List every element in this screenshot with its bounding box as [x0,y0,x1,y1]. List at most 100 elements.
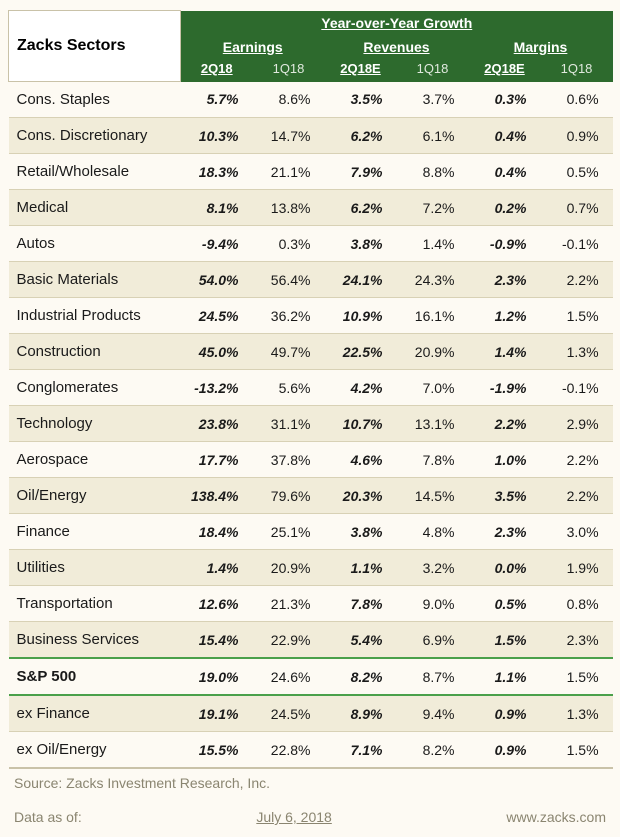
cell-value: 8.8% [397,154,469,190]
cell-value: 0.5% [541,154,613,190]
table-row: Utilities1.4%20.9%1.1%3.2%0.0%1.9% [9,550,613,586]
cell-value: 10.9% [325,298,397,334]
cell-value: 19.1% [181,695,253,732]
cell-value: 1.3% [541,695,613,732]
row-name: Industrial Products [9,298,181,334]
row-name: Cons. Staples [9,82,181,118]
cell-value: 0.4% [469,118,541,154]
cell-value: 0.6% [541,82,613,118]
row-name: Retail/Wholesale [9,154,181,190]
row-name: Finance [9,514,181,550]
cell-value: 14.7% [253,118,325,154]
table-row: Finance18.4%25.1%3.8%4.8%2.3%3.0% [9,514,613,550]
col-subheader: 2Q18 [181,59,253,82]
cell-value: 0.7% [541,190,613,226]
cell-value: 0.9% [469,695,541,732]
cell-value: 3.8% [325,514,397,550]
row-name: Medical [9,190,181,226]
table-row: Transportation12.6%21.3%7.8%9.0%0.5%0.8% [9,586,613,622]
cell-value: 37.8% [253,442,325,478]
cell-value: 22.8% [253,732,325,769]
cell-value: 8.6% [253,82,325,118]
cell-value: 2.3% [541,622,613,659]
cell-value: 56.4% [253,262,325,298]
col-subheader: 1Q18 [397,59,469,82]
cell-value: 7.8% [325,586,397,622]
sectors-table: Zacks Sectors Year-over-Year Growth Earn… [8,10,613,769]
cell-value: 18.3% [181,154,253,190]
cell-value: 45.0% [181,334,253,370]
cell-value: 20.3% [325,478,397,514]
cell-value: -9.4% [181,226,253,262]
table-row: Construction45.0%49.7%22.5%20.9%1.4%1.3% [9,334,613,370]
cell-value: 2.2% [541,478,613,514]
table-row: Aerospace17.7%37.8%4.6%7.8%1.0%2.2% [9,442,613,478]
cell-value: 21.1% [253,154,325,190]
cell-value: 15.4% [181,622,253,659]
cell-value: 2.2% [541,262,613,298]
cell-value: 22.9% [253,622,325,659]
cell-value: 9.4% [397,695,469,732]
cell-value: 0.3% [469,82,541,118]
row-name: ex Finance [9,695,181,732]
table-row: Retail/Wholesale18.3%21.1%7.9%8.8%0.4%0.… [9,154,613,190]
cell-value: 7.2% [397,190,469,226]
table-row: ex Finance19.1%24.5%8.9%9.4%0.9%1.3% [9,695,613,732]
cell-value: 13.1% [397,406,469,442]
cell-value: 19.0% [181,658,253,695]
row-name: Autos [9,226,181,262]
cell-value: 20.9% [397,334,469,370]
table-row: Industrial Products24.5%36.2%10.9%16.1%1… [9,298,613,334]
col-subheader: 1Q18 [253,59,325,82]
cell-value: 0.9% [469,732,541,769]
row-name: Construction [9,334,181,370]
cell-value: 1.4% [397,226,469,262]
cell-value: 6.1% [397,118,469,154]
cell-value: 18.4% [181,514,253,550]
row-name: Business Services [9,622,181,659]
cell-value: 24.5% [253,695,325,732]
cell-value: 0.4% [469,154,541,190]
cell-value: 8.1% [181,190,253,226]
cell-value: 2.3% [469,262,541,298]
cell-value: 1.5% [541,658,613,695]
row-name: Conglomerates [9,370,181,406]
cell-value: 0.0% [469,550,541,586]
col-group: Revenues [325,35,469,59]
cell-value: 14.5% [397,478,469,514]
row-name: Technology [9,406,181,442]
cell-value: 25.1% [253,514,325,550]
cell-value: 16.1% [397,298,469,334]
cell-value: 1.1% [325,550,397,586]
cell-value: 15.5% [181,732,253,769]
cell-value: 8.9% [325,695,397,732]
cell-value: 31.1% [253,406,325,442]
row-name: Oil/Energy [9,478,181,514]
cell-value: 23.8% [181,406,253,442]
cell-value: 2.9% [541,406,613,442]
footer-label: Data as of: [14,809,82,825]
cell-value: 7.0% [397,370,469,406]
cell-value: 3.5% [469,478,541,514]
cell-value: -0.1% [541,370,613,406]
cell-value: 1.5% [469,622,541,659]
row-name: Basic Materials [9,262,181,298]
row-name: ex Oil/Energy [9,732,181,769]
cell-value: 2.2% [469,406,541,442]
cell-value: 1.4% [469,334,541,370]
cell-value: 3.2% [397,550,469,586]
cell-value: 24.3% [397,262,469,298]
row-name: Transportation [9,586,181,622]
cell-value: 2.3% [469,514,541,550]
col-group: Earnings [181,35,325,59]
row-name: Cons. Discretionary [9,118,181,154]
superheader: Year-over-Year Growth [181,11,613,35]
cell-value: 36.2% [253,298,325,334]
cell-value: 1.4% [181,550,253,586]
col-subheader: 2Q18E [325,59,397,82]
cell-value: 7.8% [397,442,469,478]
cell-value: 5.6% [253,370,325,406]
row-name: Utilities [9,550,181,586]
cell-value: 5.4% [325,622,397,659]
cell-value: 3.7% [397,82,469,118]
